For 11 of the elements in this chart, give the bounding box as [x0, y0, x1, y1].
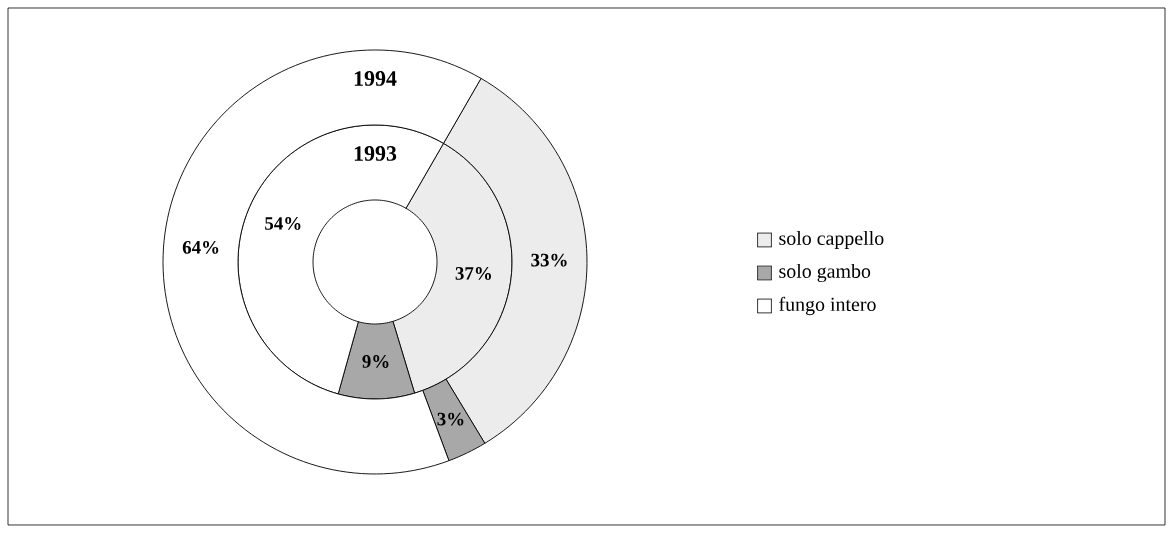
legend-label: solo gambo	[779, 263, 871, 283]
data-label: 54%	[265, 217, 301, 230]
legend-label: solo cappello	[779, 230, 884, 250]
data-label: 33%	[531, 253, 567, 267]
legend-label: fungo intero	[779, 296, 876, 316]
data-label: 37%	[455, 267, 491, 280]
slice-label: 1994	[354, 71, 397, 86]
data-label: 3%	[437, 412, 464, 426]
slice-label: 1993	[354, 146, 397, 161]
data-label: 9%	[362, 355, 389, 368]
data-label: 64%	[182, 240, 219, 254]
